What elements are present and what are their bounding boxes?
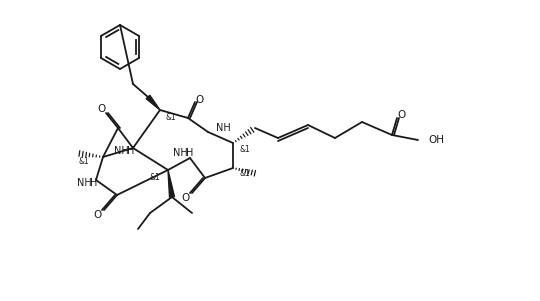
Text: O: O	[397, 110, 405, 120]
Text: &1: &1	[239, 169, 249, 178]
Text: O: O	[97, 104, 105, 114]
Text: H: H	[186, 148, 193, 158]
Text: H: H	[127, 146, 134, 156]
Text: O: O	[182, 193, 190, 203]
Text: O: O	[196, 95, 204, 105]
Text: NH: NH	[77, 178, 91, 188]
Text: &1: &1	[239, 145, 249, 154]
Text: O: O	[94, 210, 102, 220]
Text: NH: NH	[216, 123, 231, 133]
Text: &1: &1	[165, 113, 176, 123]
Text: H: H	[90, 178, 97, 188]
Polygon shape	[168, 170, 174, 197]
Text: NH: NH	[113, 146, 129, 156]
Text: OH: OH	[428, 135, 444, 145]
Text: &1: &1	[149, 173, 160, 182]
Text: &1: &1	[78, 157, 89, 166]
Text: NH: NH	[173, 148, 187, 158]
Polygon shape	[146, 95, 160, 110]
